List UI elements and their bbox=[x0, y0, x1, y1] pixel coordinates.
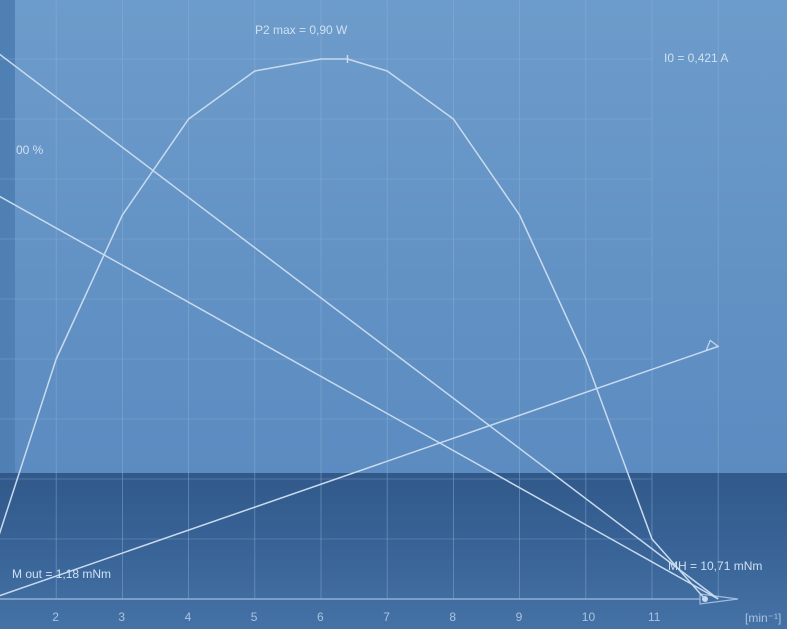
x-unit-label: [min⁻¹] bbox=[745, 611, 781, 625]
x-tick-labels: 2 3 4 5 6 7 8 9 10 11 bbox=[52, 610, 661, 624]
partial-label: 00 % bbox=[16, 143, 44, 157]
pmax-label: P2 max = 0,90 W bbox=[255, 23, 348, 37]
i0-label: I0 = 0,421 A bbox=[664, 51, 728, 65]
x-tick-11: 11 bbox=[648, 610, 661, 624]
x-tick-3: 3 bbox=[118, 610, 125, 624]
x-unit-label-text: [min⁻¹] bbox=[745, 611, 781, 625]
series-line-m bbox=[0, 53, 719, 600]
x-tick-4: 4 bbox=[185, 610, 192, 624]
chart-labels: P2 max = 0,90 W I0 = 0,421 A 00 % MH = 1… bbox=[12, 23, 781, 625]
mh-label: MH = 10,71 mNm bbox=[668, 559, 762, 573]
series-i-arrowhead bbox=[705, 339, 720, 352]
mh-label-text: MH = 10,71 mNm bbox=[668, 559, 762, 573]
pmax-label-text: P2 max = 0,90 W bbox=[255, 23, 348, 37]
series-group bbox=[0, 53, 720, 602]
series-line-i bbox=[0, 345, 719, 597]
chart-panel bbox=[15, 0, 787, 473]
x-tick-10: 10 bbox=[582, 610, 596, 624]
x-tick-6: 6 bbox=[317, 610, 324, 624]
x-tick-9: 9 bbox=[516, 610, 523, 624]
x-tick-2: 2 bbox=[52, 610, 59, 624]
mh-point bbox=[701, 596, 708, 602]
series-line-n bbox=[0, 195, 719, 600]
i0-label-text: I0 = 0,421 A bbox=[664, 51, 728, 65]
m-out-label: M out = 1,18 mNm bbox=[12, 567, 111, 581]
x-axis-arrow bbox=[699, 593, 739, 605]
partial-label-text: 00 % bbox=[16, 143, 44, 157]
x-tick-5: 5 bbox=[251, 610, 258, 624]
x-tick-7: 7 bbox=[383, 610, 390, 624]
grid-lines bbox=[0, 0, 719, 599]
m-out-label-text: M out = 1,18 mNm bbox=[12, 567, 111, 581]
series-line-p2 bbox=[0, 58, 706, 600]
axes bbox=[0, 593, 739, 605]
x-tick-8: 8 bbox=[449, 610, 456, 624]
